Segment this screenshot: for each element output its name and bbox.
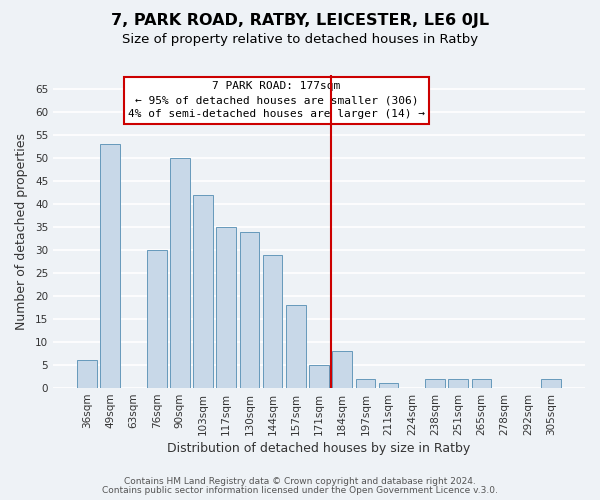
Bar — [472, 379, 491, 388]
Bar — [309, 365, 329, 388]
Bar — [379, 384, 398, 388]
Y-axis label: Number of detached properties: Number of detached properties — [15, 133, 28, 330]
Text: Contains HM Land Registry data © Crown copyright and database right 2024.: Contains HM Land Registry data © Crown c… — [124, 477, 476, 486]
Bar — [541, 379, 561, 388]
Bar — [77, 360, 97, 388]
Bar — [263, 254, 283, 388]
Bar — [239, 232, 259, 388]
Bar — [448, 379, 468, 388]
Bar — [217, 227, 236, 388]
Bar — [332, 351, 352, 388]
Bar — [193, 194, 213, 388]
Text: Contains public sector information licensed under the Open Government Licence v.: Contains public sector information licen… — [102, 486, 498, 495]
Bar — [147, 250, 167, 388]
Text: 7, PARK ROAD, RATBY, LEICESTER, LE6 0JL: 7, PARK ROAD, RATBY, LEICESTER, LE6 0JL — [111, 12, 489, 28]
Bar — [286, 305, 305, 388]
Text: Size of property relative to detached houses in Ratby: Size of property relative to detached ho… — [122, 32, 478, 46]
Bar — [425, 379, 445, 388]
Bar — [100, 144, 120, 388]
Text: 7 PARK ROAD: 177sqm
← 95% of detached houses are smaller (306)
4% of semi-detach: 7 PARK ROAD: 177sqm ← 95% of detached ho… — [128, 82, 425, 120]
Bar — [170, 158, 190, 388]
X-axis label: Distribution of detached houses by size in Ratby: Distribution of detached houses by size … — [167, 442, 470, 455]
Bar — [356, 379, 375, 388]
